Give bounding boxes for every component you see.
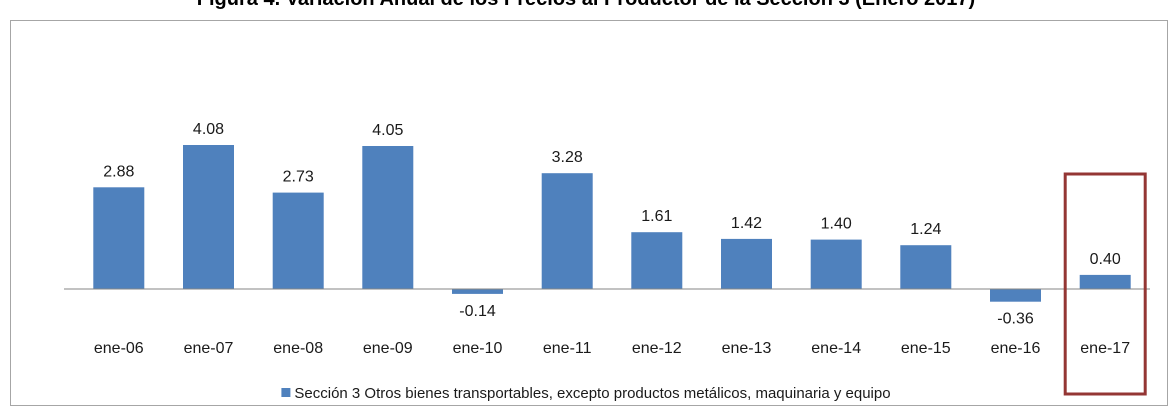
category-label-ene-08: ene-08 bbox=[273, 340, 323, 357]
category-label-ene-15: ene-15 bbox=[901, 340, 951, 357]
bars-group bbox=[93, 145, 1131, 302]
bar-ene-16 bbox=[990, 289, 1041, 302]
bar-ene-13 bbox=[721, 238, 772, 289]
bar-ene-10 bbox=[452, 289, 503, 294]
bar-ene-08 bbox=[272, 192, 324, 289]
chart-frame bbox=[10, 20, 1168, 406]
category-label-ene-11: ene-11 bbox=[543, 340, 592, 357]
value-label-ene-11: 3.28 bbox=[552, 149, 583, 166]
bar-ene-09 bbox=[362, 146, 414, 289]
category-label-ene-16: ene-16 bbox=[991, 340, 1041, 357]
value-label-ene-12: 1.61 bbox=[641, 208, 672, 225]
legend-swatch bbox=[281, 388, 291, 397]
value-label-ene-07: 4.08 bbox=[193, 121, 224, 138]
value-label-ene-06: 2.88 bbox=[103, 163, 134, 180]
category-label-ene-12: ene-12 bbox=[632, 340, 682, 357]
legend-label: Sección 3 Otros bienes transportables, e… bbox=[294, 385, 890, 402]
category-labels-group: ene-06 ene-07 ene-08 ene-09 ene-10 ene-11 ene-… bbox=[94, 340, 1130, 357]
bar-ene-14 bbox=[810, 239, 862, 289]
bar-ene-12 bbox=[631, 232, 683, 289]
value-label-ene-14: 1.40 bbox=[821, 216, 852, 233]
legend: Sección 3 Otros bienes transportables, e… bbox=[281, 385, 891, 402]
value-label-ene-13: 1.42 bbox=[731, 215, 762, 232]
category-label-ene-07: ene-07 bbox=[184, 340, 234, 357]
bar-ene-06 bbox=[93, 187, 145, 289]
value-label-ene-17: 0.40 bbox=[1090, 251, 1121, 268]
chart-title: Figura 4. Variación Anual de los Precios… bbox=[0, 0, 1172, 11]
value-labels-group: 2.88 4.08 2.73 4.05 -0.14 3.28 1.61 1.42 1.40 1.2… bbox=[103, 121, 1121, 328]
highlight-box bbox=[1063, 172, 1147, 396]
category-label-ene-17: ene-17 bbox=[1080, 340, 1130, 357]
category-label-ene-06: ene-06 bbox=[94, 340, 144, 357]
bar-ene-17 bbox=[1079, 274, 1131, 289]
category-label-ene-14: ene-14 bbox=[811, 340, 861, 357]
category-label-ene-10: ene-10 bbox=[453, 340, 503, 357]
value-label-ene-10: -0.14 bbox=[459, 303, 496, 320]
bar-ene-15 bbox=[900, 245, 952, 289]
category-label-ene-13: ene-13 bbox=[722, 340, 772, 357]
value-label-ene-08: 2.73 bbox=[283, 169, 314, 186]
bar-ene-07 bbox=[183, 145, 234, 289]
value-label-ene-09: 4.05 bbox=[372, 122, 403, 139]
value-label-ene-15: 1.24 bbox=[910, 221, 941, 238]
value-label-ene-16: -0.36 bbox=[997, 311, 1034, 328]
category-label-ene-09: ene-09 bbox=[363, 340, 413, 357]
bar-ene-11 bbox=[541, 173, 593, 289]
